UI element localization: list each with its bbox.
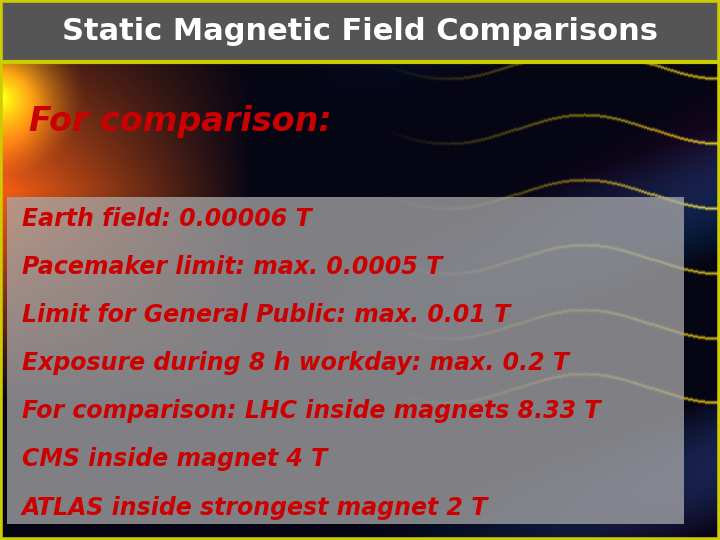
Text: Exposure during 8 h workday: max. 0.2 T: Exposure during 8 h workday: max. 0.2 T <box>22 351 569 375</box>
Text: For comparison:: For comparison: <box>29 105 331 138</box>
Text: ATLAS inside strongest magnet 2 T: ATLAS inside strongest magnet 2 T <box>22 496 488 519</box>
Text: CMS inside magnet 4 T: CMS inside magnet 4 T <box>22 448 327 471</box>
Bar <box>7 197 684 524</box>
Text: Static Magnetic Field Comparisons: Static Magnetic Field Comparisons <box>62 17 658 45</box>
Text: Earth field: 0.00006 T: Earth field: 0.00006 T <box>22 207 311 231</box>
Bar <box>0 0 720 62</box>
Text: Limit for General Public: max. 0.01 T: Limit for General Public: max. 0.01 T <box>22 303 510 327</box>
Text: For comparison: LHC inside magnets 8.33 T: For comparison: LHC inside magnets 8.33 … <box>22 399 600 423</box>
Text: Pacemaker limit: max. 0.0005 T: Pacemaker limit: max. 0.0005 T <box>22 255 442 279</box>
